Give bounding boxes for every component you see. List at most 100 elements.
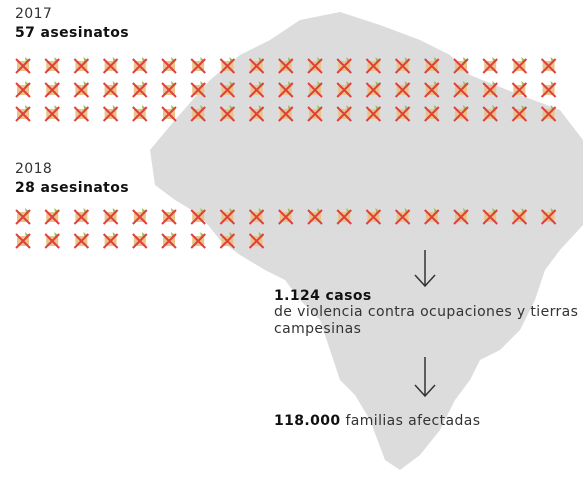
icon-cross [102, 106, 119, 122]
headline: 57 asesinatos [15, 25, 130, 41]
victim-icon [278, 81, 294, 98]
icon-cross [190, 58, 206, 74]
victim-icon [219, 232, 236, 249]
icon-cross [424, 82, 440, 98]
icon-cross [102, 82, 119, 98]
icon-cross [190, 209, 206, 225]
victim-icon [482, 105, 498, 122]
victim-icon [482, 208, 498, 225]
icon-cross [278, 58, 294, 74]
icon-cross [44, 233, 60, 249]
victim-icon [248, 232, 265, 249]
victim-icon [132, 57, 148, 74]
victim-icon [219, 81, 236, 98]
icon-cross [540, 82, 557, 98]
icon-cross [540, 209, 557, 225]
icon-cross [44, 106, 60, 122]
icon-cross [278, 82, 294, 98]
victim-icon [190, 81, 206, 98]
victim-icon [278, 208, 294, 225]
icon-cross [15, 82, 31, 98]
icon-cross [73, 209, 90, 225]
cases-headline: 1.124 casos [274, 288, 372, 304]
victim-icon [44, 81, 60, 98]
victim-icon [44, 57, 60, 74]
victim-icon [278, 57, 294, 74]
icon-cross [102, 233, 119, 249]
icon-cross [161, 233, 177, 249]
icon-cross [219, 82, 236, 98]
victim-icon [132, 208, 148, 225]
icon-cross [453, 82, 469, 98]
victim-icon [102, 232, 119, 249]
victim-icon [219, 208, 236, 225]
icon-cross [219, 58, 236, 74]
victim-icon [453, 57, 469, 74]
victim-icon [161, 57, 177, 74]
victim-icon [190, 208, 206, 225]
icon-cross [424, 106, 440, 122]
victim-icon [73, 232, 90, 249]
victim-icon [73, 105, 90, 122]
icon-cross [511, 82, 528, 98]
victim-icon [336, 81, 352, 98]
victim-icon [336, 105, 352, 122]
victim-icon [453, 81, 469, 98]
icon-cross [424, 209, 440, 225]
icon-cross [511, 58, 528, 74]
icon-cross [161, 82, 177, 98]
victim-icon [511, 57, 528, 74]
victim-icon [15, 105, 31, 122]
icon-cross [453, 209, 469, 225]
icon-cross [307, 58, 323, 74]
victim-icon [540, 57, 557, 74]
icon-cross [394, 106, 411, 122]
icon-cross [248, 106, 265, 122]
icon-cross [336, 209, 352, 225]
icon-cross [219, 209, 236, 225]
icon-cross [424, 58, 440, 74]
icon-cross [161, 106, 177, 122]
brazil-map [150, 12, 583, 470]
victim-icon [482, 57, 498, 74]
victim-icon [424, 208, 440, 225]
icon-cross [453, 58, 469, 74]
icon-cross [394, 58, 411, 74]
victim-icon [190, 232, 206, 249]
victim-icon [44, 232, 60, 249]
icon-cross [482, 106, 498, 122]
victim-icon [73, 208, 90, 225]
icon-cross [44, 209, 60, 225]
victim-icon [307, 105, 323, 122]
families: 118.000 familias afectadas [274, 413, 480, 429]
victim-icon [15, 208, 31, 225]
icon-cross [511, 209, 528, 225]
icon-cross [190, 233, 206, 249]
victim-icon [132, 81, 148, 98]
icon-cross [278, 106, 294, 122]
victim-icon [161, 208, 177, 225]
icon-cross [540, 106, 557, 122]
cases-description: de violencia contra ocupaciones y tierra… [274, 304, 579, 337]
icon-cross [219, 233, 236, 249]
icon-cross [132, 106, 148, 122]
headline: 28 asesinatos [15, 180, 130, 196]
icon-cross [44, 82, 60, 98]
victim-icon [424, 81, 440, 98]
icon-cross [307, 209, 323, 225]
victim-icon [219, 57, 236, 74]
victim-icon [102, 81, 119, 98]
icon-cross [307, 82, 323, 98]
arrow [414, 357, 436, 398]
icon-cross [15, 106, 31, 122]
victim-icon [73, 81, 90, 98]
victim-icon [73, 57, 90, 74]
arrow [414, 250, 436, 288]
icon-cross [161, 209, 177, 225]
icon-cross [73, 58, 90, 74]
icon-cross [102, 58, 119, 74]
victim-icon [394, 81, 411, 98]
icon-cross [336, 82, 352, 98]
